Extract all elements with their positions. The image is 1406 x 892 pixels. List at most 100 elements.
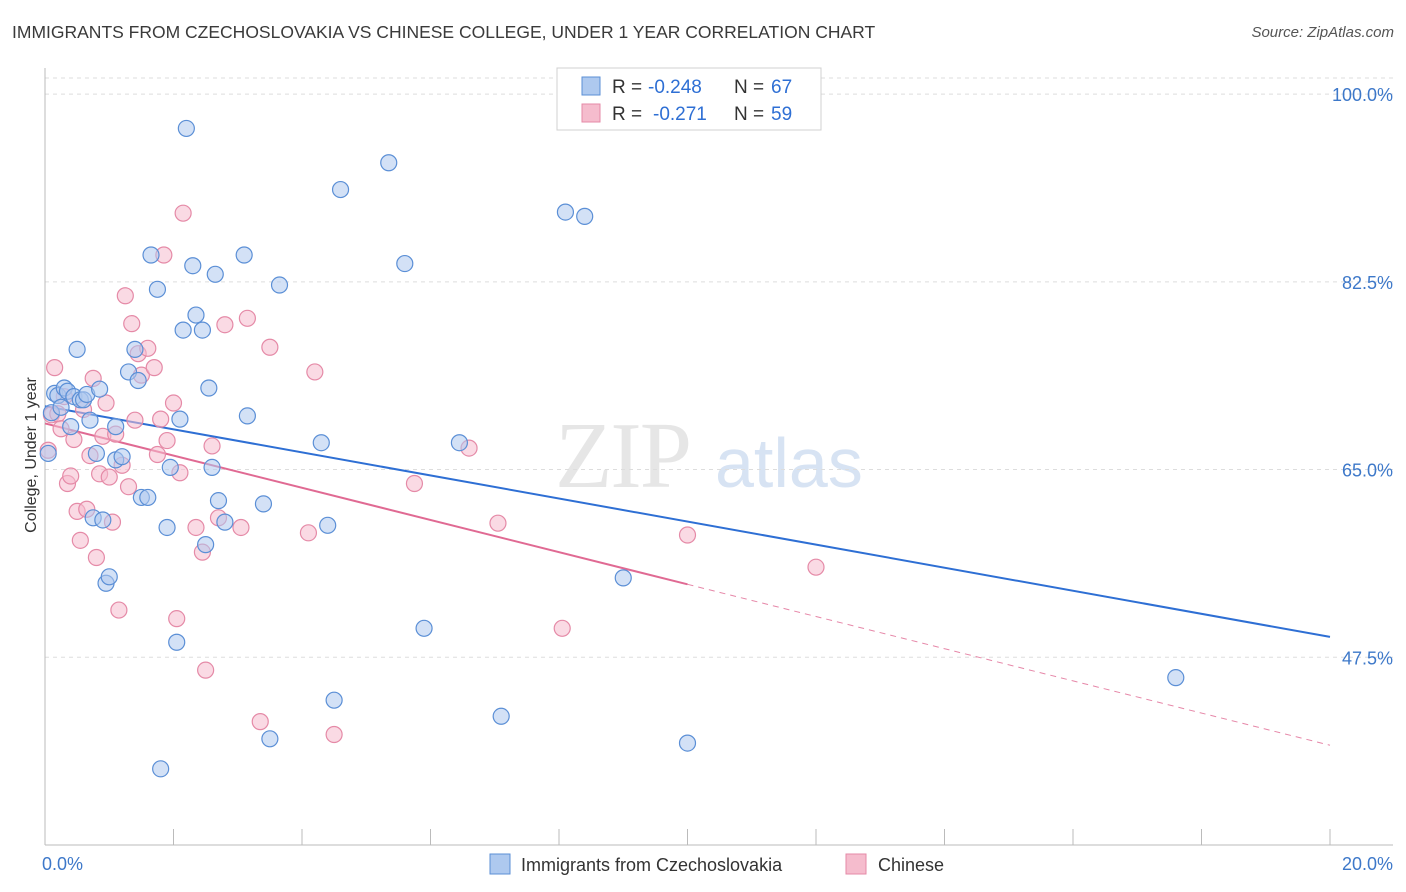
- point-czechoslovakia: [148, 280, 167, 298]
- bottom-legend-label-czechoslovakia: Immigrants from Czechoslovakia: [521, 855, 783, 875]
- legend-swatch-chinese: [581, 103, 601, 123]
- point-chinese: [46, 359, 64, 377]
- y-tick-label: 82.5%: [1342, 273, 1393, 293]
- legend-r-label-2: R =: [612, 104, 642, 125]
- point-chinese: [71, 531, 89, 549]
- point-czechoslovakia: [380, 154, 398, 172]
- point-czechoslovakia: [678, 734, 697, 752]
- legend-box: R = -0.248 N = 67 R = -0.271 N = 59: [556, 67, 822, 131]
- legend-swatch-czechoslovakia: [581, 76, 601, 96]
- point-czechoslovakia: [81, 411, 99, 429]
- point-chinese: [251, 713, 269, 731]
- legend-n-value-2: 59: [771, 104, 792, 125]
- point-czechoslovakia: [325, 691, 343, 709]
- point-czechoslovakia: [152, 760, 170, 778]
- point-czechoslovakia: [1167, 669, 1185, 687]
- legend-r-value-1: -0.248: [648, 77, 702, 98]
- legend-n-label-1: N =: [734, 77, 764, 98]
- point-czechoslovakia: [94, 511, 112, 529]
- point-czechoslovakia: [235, 246, 253, 264]
- bottom-legend-swatch-chinese: [845, 853, 867, 875]
- point-czechoslovakia: [139, 488, 157, 507]
- point-chinese: [168, 610, 186, 628]
- point-czechoslovakia: [52, 398, 70, 416]
- point-czechoslovakia: [91, 380, 109, 398]
- point-chinese: [62, 467, 80, 485]
- point-chinese: [164, 394, 183, 412]
- point-czechoslovakia: [450, 434, 469, 452]
- point-chinese: [489, 514, 507, 532]
- point-czechoslovakia: [238, 407, 256, 425]
- point-czechoslovakia: [100, 568, 118, 586]
- bottom-legend-swatch-czechoslovakia: [489, 853, 511, 875]
- point-chinese: [203, 437, 221, 455]
- point-czechoslovakia: [197, 536, 215, 554]
- point-czechoslovakia: [187, 306, 205, 324]
- point-czechoslovakia: [576, 207, 594, 225]
- x-tick-label-max: 20.0%: [1342, 854, 1393, 874]
- chart-title: IMMIGRANTS FROM CZECHOSLOVAKIA VS CHINES…: [12, 22, 876, 42]
- point-chinese: [100, 468, 118, 486]
- y-tick-label: 100.0%: [1332, 85, 1393, 105]
- point-chinese: [87, 548, 106, 567]
- point-czechoslovakia: [209, 492, 228, 510]
- point-czechoslovakia: [200, 379, 218, 397]
- point-czechoslovakia: [129, 371, 147, 390]
- legend-n-label-2: N =: [734, 104, 764, 125]
- watermark-zip: ZIP: [555, 404, 690, 508]
- trend-line-czechoslovakia: [44, 405, 1331, 638]
- point-czechoslovakia: [312, 434, 330, 452]
- point-czechoslovakia: [556, 203, 575, 221]
- y-tick-label: 65.0%: [1342, 461, 1393, 481]
- point-chinese: [110, 601, 128, 619]
- point-chinese: [123, 315, 141, 333]
- point-chinese: [145, 359, 163, 377]
- point-chinese: [119, 478, 138, 496]
- point-czechoslovakia: [177, 119, 195, 138]
- point-czechoslovakia: [174, 321, 192, 339]
- point-chinese: [97, 394, 115, 412]
- point-czechoslovakia: [270, 276, 289, 294]
- point-czechoslovakia: [184, 257, 202, 275]
- legend-r-value-2: -0.271: [653, 104, 707, 125]
- point-czechoslovakia: [319, 516, 337, 534]
- point-chinese: [187, 518, 205, 537]
- point-czechoslovakia: [62, 418, 80, 436]
- point-czechoslovakia: [68, 340, 86, 358]
- point-chinese: [216, 316, 234, 334]
- point-czechoslovakia: [87, 444, 106, 463]
- point-chinese: [325, 725, 343, 744]
- point-czechoslovakia: [492, 707, 510, 725]
- bottom-legend-label-chinese: Chinese: [878, 855, 944, 875]
- point-czechoslovakia: [142, 246, 160, 264]
- point-chinese: [807, 558, 825, 576]
- point-czechoslovakia: [331, 180, 350, 199]
- data-points: [39, 119, 1185, 778]
- point-chinese: [678, 526, 697, 544]
- point-czechoslovakia: [39, 444, 57, 463]
- point-chinese: [174, 204, 192, 222]
- point-chinese: [116, 287, 134, 305]
- point-czechoslovakia: [168, 633, 186, 651]
- point-czechoslovakia: [193, 321, 212, 339]
- point-chinese: [306, 363, 324, 381]
- point-chinese: [232, 518, 250, 537]
- point-czechoslovakia: [614, 569, 632, 587]
- point-chinese: [158, 431, 176, 450]
- point-chinese: [148, 445, 167, 464]
- point-chinese: [126, 411, 144, 429]
- point-chinese: [238, 309, 256, 327]
- y-axis-title: College, Under 1 year: [23, 377, 40, 533]
- point-czechoslovakia: [261, 730, 279, 748]
- grid-lines: [45, 77, 1393, 658]
- chart-source: Source: ZipAtlas.com: [1251, 24, 1394, 41]
- point-czechoslovakia: [415, 619, 433, 637]
- point-czechoslovakia: [171, 410, 189, 428]
- watermark-atlas: atlas: [715, 424, 863, 502]
- point-czechoslovakia: [107, 418, 125, 436]
- point-czechoslovakia: [216, 513, 234, 531]
- legend-n-value-1: 67: [771, 77, 792, 98]
- point-chinese: [299, 524, 318, 542]
- bottom-legend: Immigrants from Czechoslovakia Chinese: [489, 853, 944, 875]
- point-chinese: [405, 474, 424, 493]
